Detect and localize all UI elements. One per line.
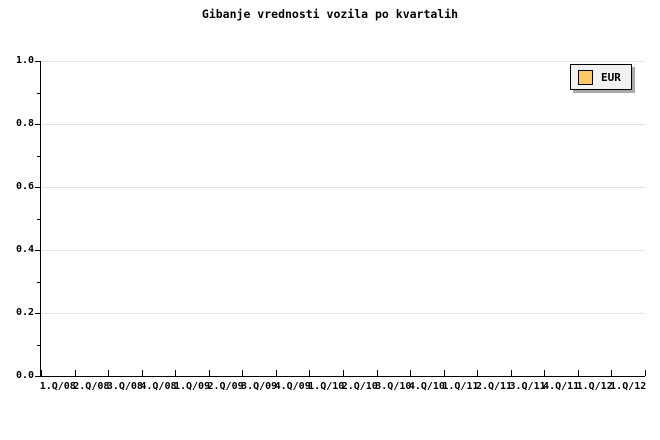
y-gridline [41,313,645,314]
y-tick-label: 0.0 [15,370,34,381]
x-tick-label: 2.Q/09 [207,381,244,392]
x-tick-label: 2.Q/11 [475,381,513,392]
y-tick-label: 0.6 [15,181,34,192]
y-major-tick [35,313,40,314]
y-gridline [41,187,645,188]
x-tick-label: 3.Q/09 [241,381,278,392]
x-tick-label: 2.Q/10 [341,381,378,392]
x-boundary-tick [208,370,210,376]
x-tick-label: 3.Q/10 [375,381,412,392]
y-gridline [41,250,645,251]
x-boundary-tick [309,370,311,376]
x-tick-label: 1.Q/08 [39,381,76,392]
x-tick-label: 4.Q/10 [408,381,445,392]
x-boundary-tick [410,370,412,376]
y-tick-label: 0.8 [15,118,34,129]
x-boundary-tick [544,370,546,376]
y-minor-tick [37,218,40,220]
y-minor-tick [37,344,40,346]
x-tick-label: 1.Q/10 [308,381,345,392]
chart-title: Gibanje vrednosti vozila po kvartalih [201,7,459,21]
legend-label: EUR [601,70,621,84]
x-boundary-tick [577,370,579,376]
x-boundary-tick [477,370,479,376]
x-tick-label: 4.Q/09 [274,381,311,392]
x-boundary-tick [443,370,445,376]
y-tick-label: 0.4 [15,244,34,255]
x-tick-label: 1.Q/12 [576,381,613,392]
x-boundary-tick [242,370,244,376]
y-major-tick [35,250,40,251]
x-boundary-tick [74,370,76,376]
x-tick-label: 1.Q/09 [173,381,211,392]
x-tick-label: 3.Q/11 [509,381,546,392]
legend[interactable]: EUR [570,64,632,90]
x-boundary-tick [611,370,613,376]
y-major-tick [35,61,40,62]
x-boundary-tick [510,370,512,376]
x-boundary-tick [343,370,344,376]
x-tick-label: 3.Q/08 [106,381,143,392]
y-major-tick [35,376,40,377]
legend-swatch [578,69,593,85]
y-tick-label: 1.0 [15,55,34,66]
y-minor-tick [37,281,40,283]
x-tick-label: 2.Q/08 [73,381,110,392]
x-boundary-tick [141,370,143,376]
y-minor-tick [37,92,40,94]
y-gridline [41,61,645,62]
x-boundary-tick [108,370,110,376]
y-gridline [41,124,645,125]
x-boundary-tick [41,370,42,376]
x-boundary-tick [175,370,177,376]
x-boundary-tick [376,370,378,376]
x-tick-label: 1.Q/11 [442,381,479,392]
y-major-tick [35,187,40,188]
x-tick-label: 4.Q/08 [140,381,177,392]
x-boundary-tick [275,370,277,376]
y-minor-tick [37,155,40,157]
plot-area: 0.0 0.2 0.4 0.6 0.8 1.0 1.Q/08 2.Q/08 3.Q/08 4.Q/… [16,56,646,392]
y-tick-label: 0.2 [15,307,34,318]
x-tick-label: 1.Q/12 [610,381,647,392]
y-major-tick [35,124,40,125]
x-tick-label: 4.Q/11 [543,381,580,392]
x-boundary-tick [645,370,646,376]
